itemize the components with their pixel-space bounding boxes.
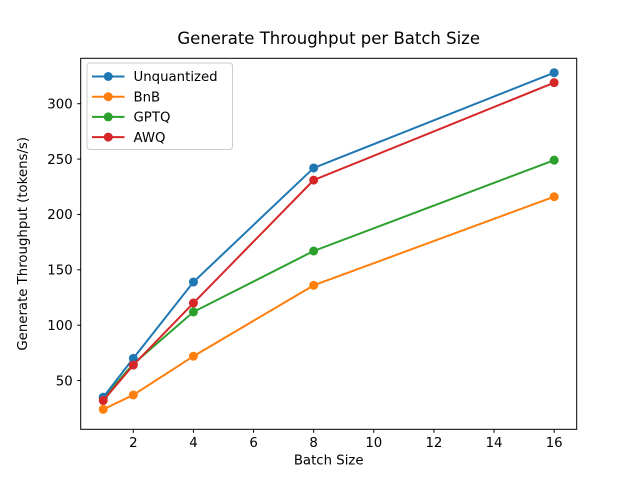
series-line-bnb	[102, 195, 555, 411]
legend-label: AWQ	[134, 131, 166, 146]
x-tick-label: 16	[546, 436, 563, 451]
series-marker-bnb	[549, 192, 559, 202]
series-marker-gptq	[188, 307, 198, 317]
y-tick-label: 200	[47, 208, 72, 223]
series-marker-unquantized	[128, 353, 138, 363]
series-marker-awq	[309, 175, 319, 185]
x-tick-label: 8	[309, 436, 317, 451]
y-tick-label: 300	[47, 97, 72, 112]
legend-swatch-marker	[103, 72, 113, 81]
legend-swatch-marker	[103, 132, 113, 142]
y-axis-label: Generate Throughput (tokens/s)	[16, 137, 31, 351]
y-tick-label: 250	[47, 153, 72, 168]
x-tick-label: 2	[129, 436, 137, 451]
y-tick-label: 100	[47, 319, 72, 334]
series-marker-gptq	[309, 246, 319, 256]
legend-swatch-marker	[103, 112, 113, 122]
x-tick-label: 4	[189, 436, 197, 451]
x-tick-label: 14	[486, 436, 503, 451]
series-marker-gptq	[549, 155, 559, 165]
series-marker-awq	[128, 360, 138, 370]
plot-frame	[80, 57, 578, 430]
x-tick-label: 10	[365, 436, 382, 451]
series-marker-bnb	[98, 404, 108, 414]
series-marker-bnb	[128, 390, 138, 400]
legend-swatch-marker	[103, 92, 113, 102]
series-marker-unquantized	[309, 163, 319, 173]
series-marker-unquantized	[188, 277, 198, 287]
series-marker-awq	[98, 396, 108, 406]
legend-label: Unquantized	[134, 70, 218, 85]
y-tick-label: 50	[56, 374, 73, 389]
series-marker-awq	[549, 78, 559, 88]
legend-box	[86, 62, 233, 150]
x-axis-label: Batch Size	[294, 454, 364, 469]
legend-label: BnB	[134, 90, 161, 105]
series-marker-awq	[188, 298, 198, 308]
series-marker-bnb	[309, 280, 319, 290]
y-tick-label: 150	[47, 264, 72, 279]
x-tick-label: 6	[249, 436, 257, 451]
series-marker-bnb	[188, 351, 198, 361]
chart-title: Generate Throughput per Batch Size	[177, 29, 480, 48]
x-tick-label: 12	[425, 436, 442, 451]
series-marker-unquantized	[549, 68, 559, 78]
legend-label: GPTQ	[134, 111, 171, 126]
